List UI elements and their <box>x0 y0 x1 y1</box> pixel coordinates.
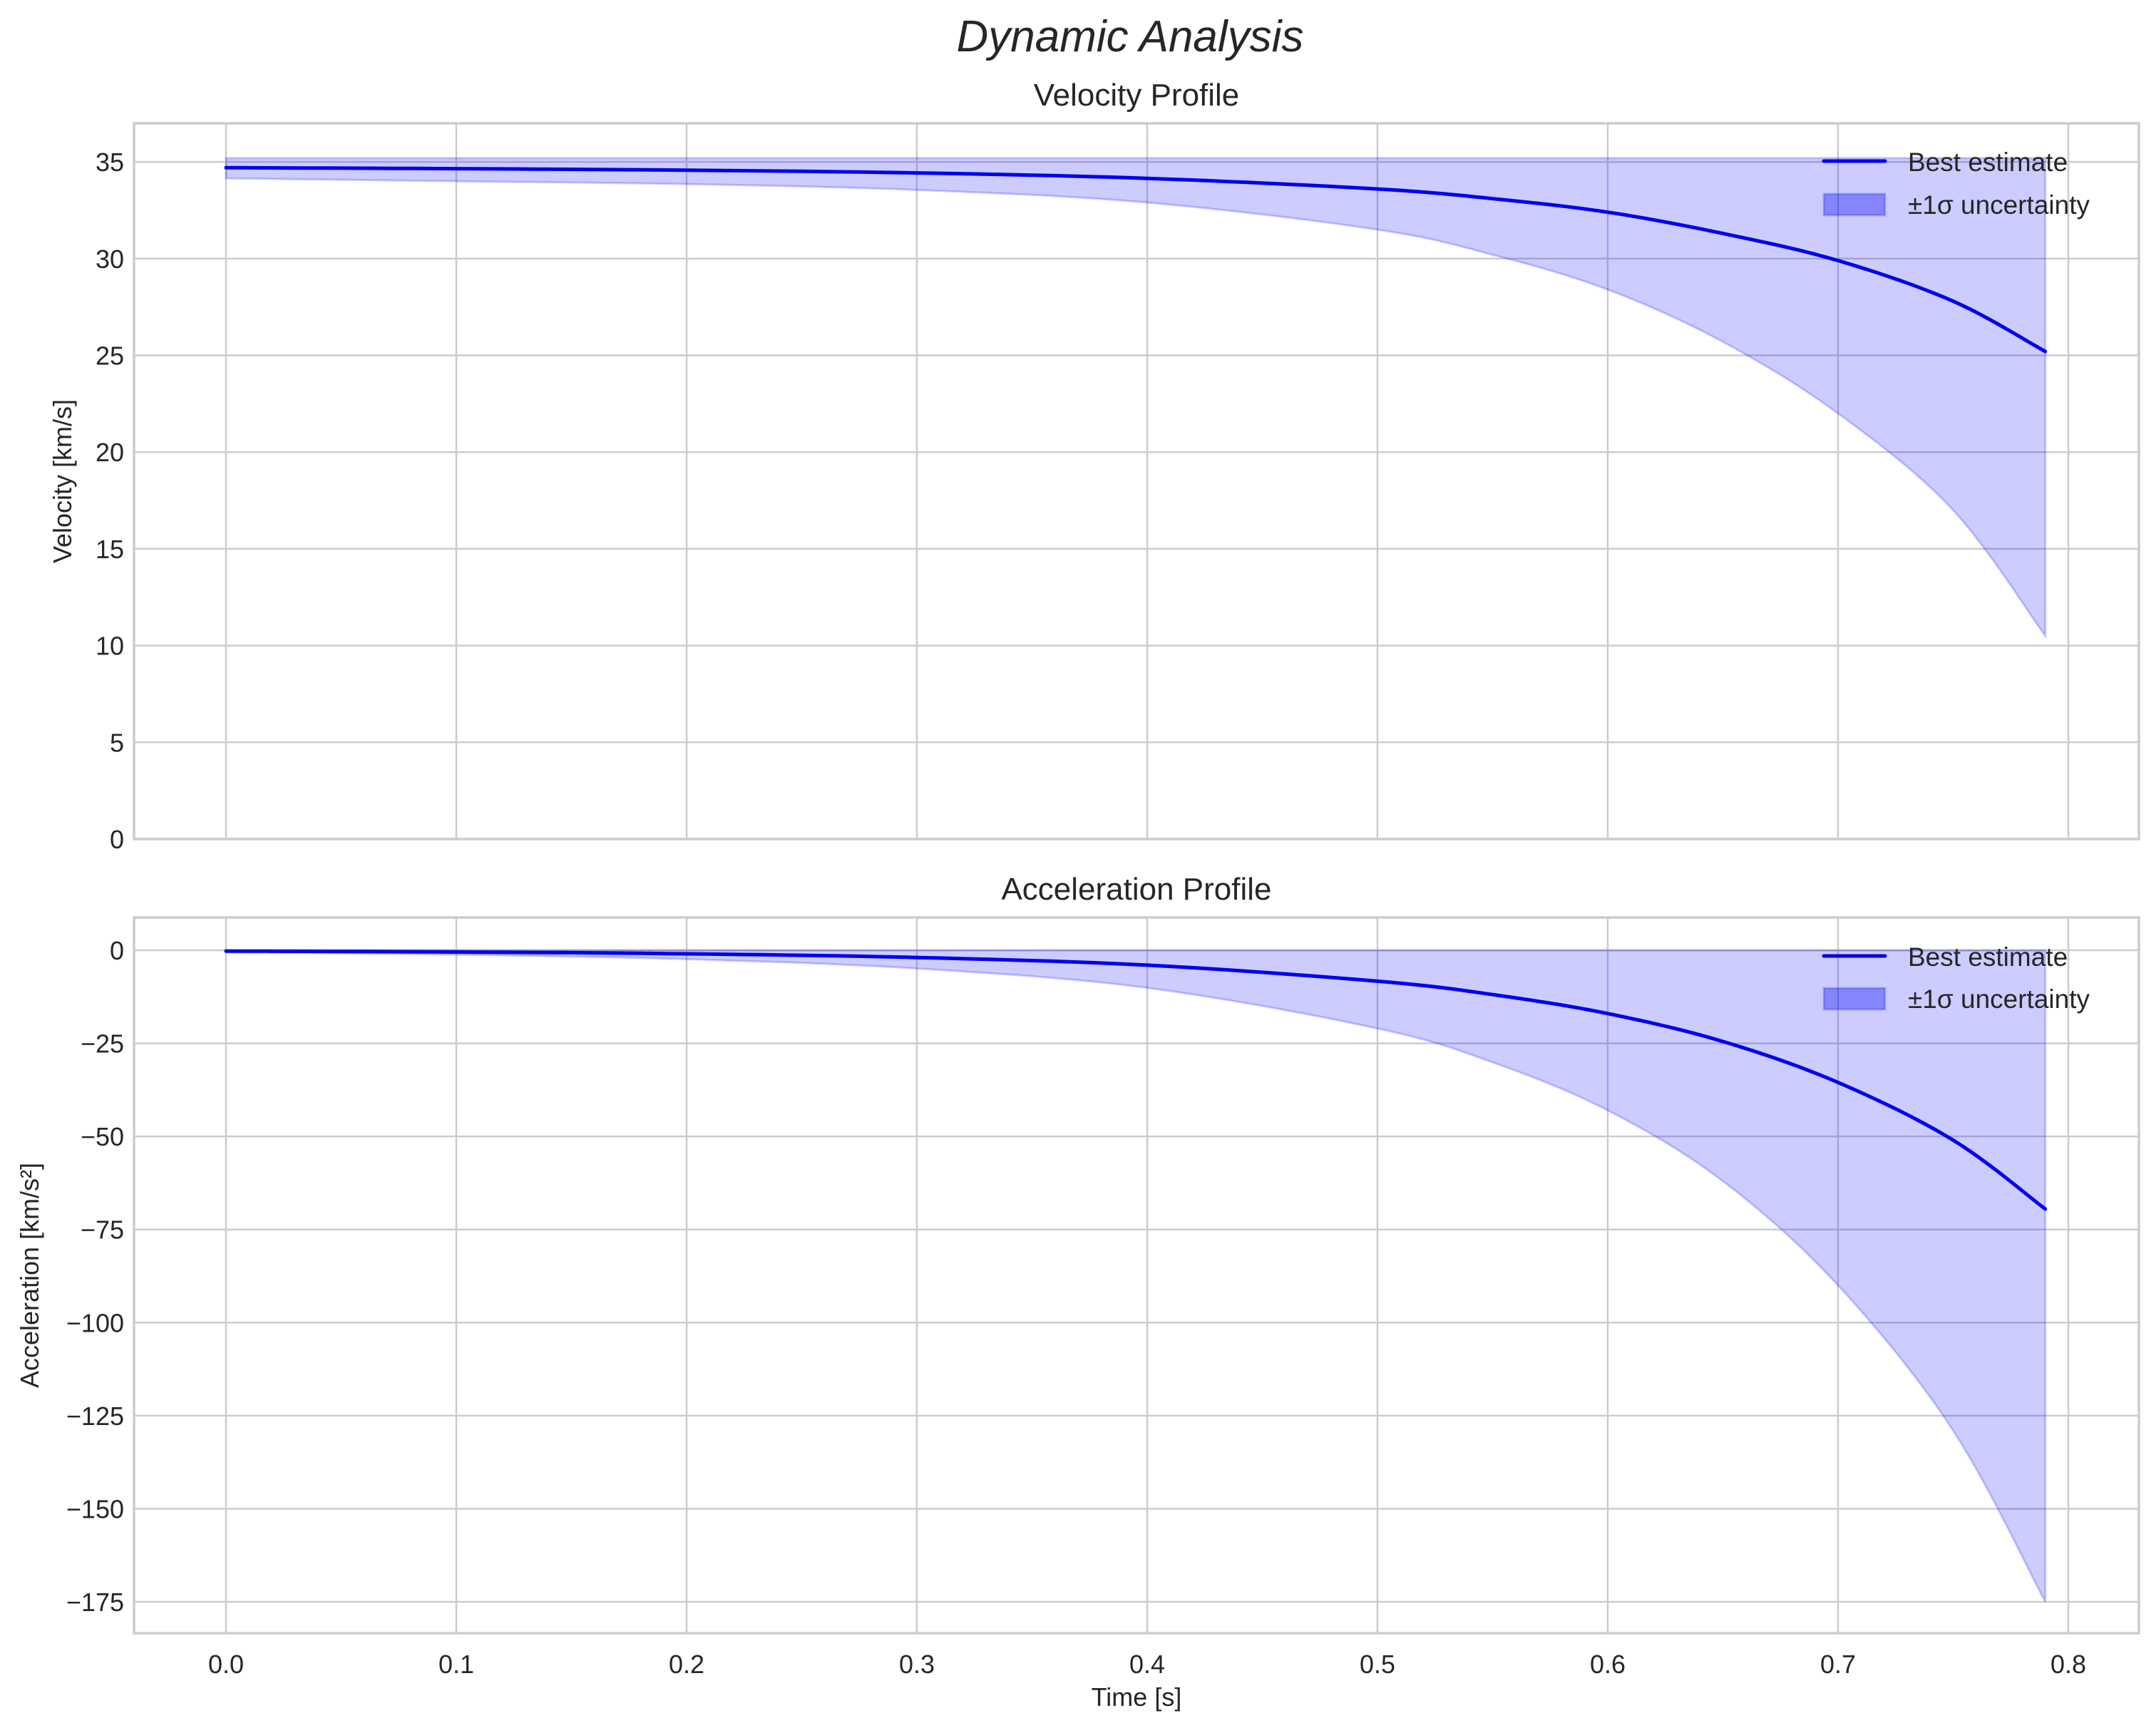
acceleration-x-ticks: 0.0 0.1 0.2 0.3 0.4 0.5 0.6 0.7 0.8 <box>208 1650 2086 1679</box>
y-tick-label: 10 <box>96 632 124 661</box>
acceleration-y-ticks: 0 −25 −50 −75 −100 −125 −150 −175 <box>66 936 124 1617</box>
y-tick-label: 20 <box>96 438 124 467</box>
x-tick-label: 0.2 <box>669 1650 704 1679</box>
legend-label-uncertainty: ±1σ uncertainty <box>1908 190 2090 220</box>
y-tick-label: 35 <box>96 148 124 177</box>
best-estimate-curve <box>224 165 2048 354</box>
legend-band-swatch <box>1822 192 1886 217</box>
x-tick-label: 0.0 <box>208 1650 244 1679</box>
y-tick-label: 0 <box>110 936 124 965</box>
y-tick-label: −125 <box>66 1402 124 1431</box>
x-tick-label: 0.1 <box>438 1650 474 1679</box>
x-tick-label: 0.6 <box>1590 1650 1626 1679</box>
y-tick-label: −25 <box>81 1029 124 1059</box>
y-tick-label: −175 <box>66 1588 124 1617</box>
velocity-axes: Velocity Profile 0 5 10 15 20 25 30 35 Velocity… <box>48 78 2140 854</box>
acceleration-axes-frame <box>133 916 2140 1635</box>
velocity-y-ticks: 0 5 10 15 20 25 30 35 <box>96 148 124 854</box>
y-tick-label: 5 <box>110 728 124 757</box>
x-tick-label: 0.7 <box>1820 1650 1856 1679</box>
velocity-best-estimate-line <box>224 165 2048 354</box>
y-tick-label: −50 <box>81 1122 124 1151</box>
velocity-legend: Best estimate ±1σ uncertainty <box>1822 148 2090 220</box>
figure-suptitle: Dynamic Analysis <box>957 12 1304 61</box>
acceleration-axes: Acceleration Profile 0 −25 −50 −75 −100 −125 −… <box>15 872 2140 1712</box>
acceleration-best-estimate-line <box>224 949 2048 1211</box>
velocity-axes-frame <box>133 122 2140 840</box>
y-tick-label: 25 <box>96 341 124 371</box>
x-tick-label: 0.3 <box>899 1650 935 1679</box>
uncertainty-band-area <box>225 949 2047 1603</box>
velocity-title: Velocity Profile <box>1034 78 1240 113</box>
legend-band-swatch <box>1822 987 1886 1011</box>
velocity-ylabel: Velocity [km/s] <box>48 399 77 563</box>
acceleration-title: Acceleration Profile <box>1001 872 1271 907</box>
best-estimate-curve <box>224 949 2048 1211</box>
x-tick-label: 0.8 <box>2050 1650 2086 1679</box>
y-tick-label: −75 <box>81 1215 124 1245</box>
velocity-uncertainty-band <box>225 157 2047 639</box>
acceleration-grid <box>134 917 2139 1633</box>
uncertainty-band-area <box>225 157 2047 639</box>
y-tick-label: −100 <box>66 1308 124 1337</box>
y-tick-label: 30 <box>96 245 124 274</box>
acceleration-legend: Best estimate ±1σ uncertainty <box>1822 942 2090 1014</box>
x-tick-label: 0.5 <box>1360 1650 1395 1679</box>
x-tick-label: 0.4 <box>1129 1650 1165 1679</box>
legend-label-best-estimate: Best estimate <box>1908 942 2068 972</box>
y-tick-label: 15 <box>96 535 124 564</box>
acceleration-ylabel: Acceleration [km/s²] <box>15 1163 44 1388</box>
y-tick-label: 0 <box>110 825 124 854</box>
legend-label-best-estimate: Best estimate <box>1908 148 2068 177</box>
time-xlabel: Time [s] <box>1092 1682 1182 1712</box>
legend-label-uncertainty: ±1σ uncertainty <box>1908 984 2090 1014</box>
acceleration-uncertainty-band <box>225 949 2047 1603</box>
y-tick-label: −150 <box>66 1494 124 1523</box>
